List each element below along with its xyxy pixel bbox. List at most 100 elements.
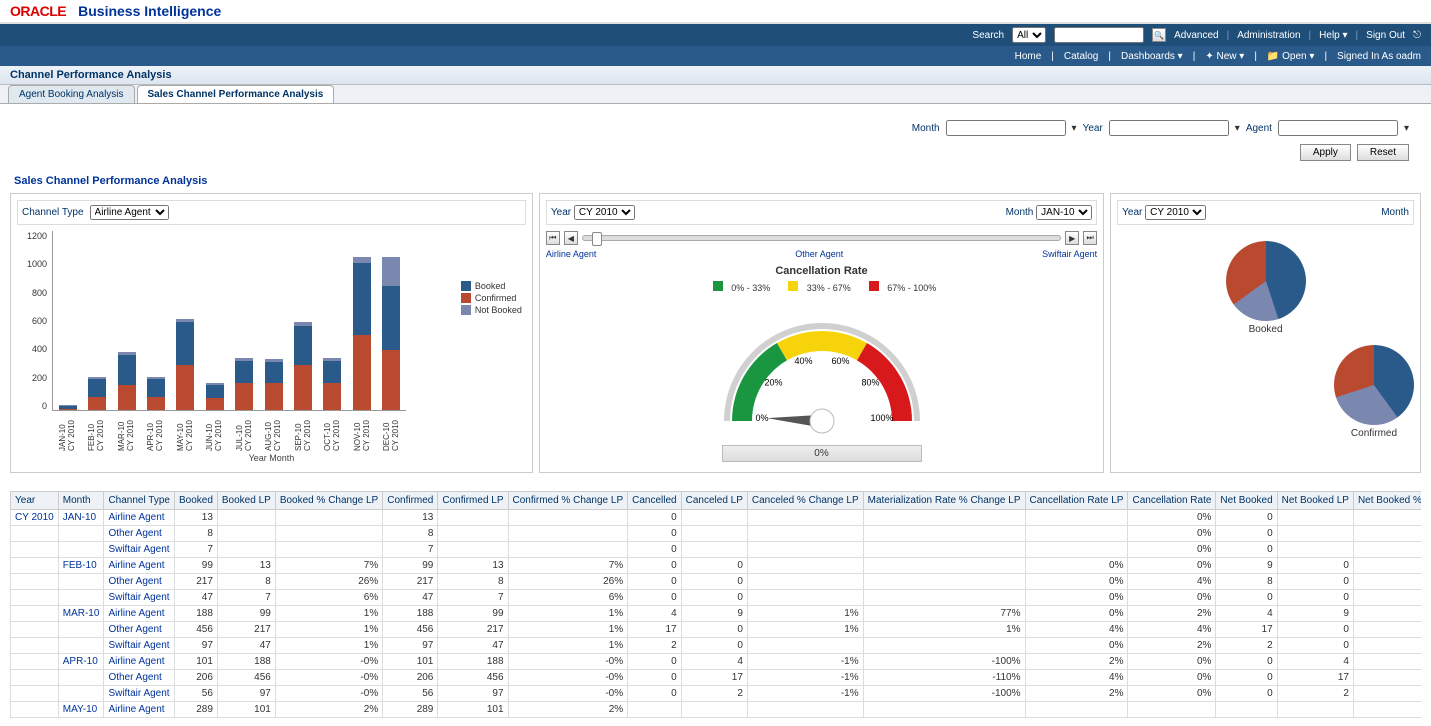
bar xyxy=(88,377,106,410)
agent-slider[interactable]: ⏮ ◀ ▶ ⏭ xyxy=(546,231,1097,245)
new-icon: ✦ xyxy=(1205,51,1213,62)
dropdown-icon[interactable]: ▾ xyxy=(1235,123,1240,134)
svg-text:40%: 40% xyxy=(794,356,812,366)
pie-year-select[interactable]: CY 2010 xyxy=(1145,205,1206,220)
column-header[interactable]: Net Booked xyxy=(1216,492,1277,510)
gauge-year-select[interactable]: CY 2010 xyxy=(574,205,635,220)
column-header[interactable]: Cancelled xyxy=(628,492,681,510)
column-header[interactable]: Channel Type xyxy=(104,492,175,510)
column-header[interactable]: Net Booked % Change Lp xyxy=(1353,492,1421,510)
table-row: Other Agent8800%0 xyxy=(11,526,1422,542)
x-axis-title: Year Month xyxy=(17,453,526,463)
table-row: Swiftair Agent4776%4776%000%0%00 xyxy=(11,590,1422,606)
prompt-bar: Month ▾ Year ▾ Agent ▾ xyxy=(10,112,1421,144)
pie-label: Booked xyxy=(1226,324,1306,335)
pie-panel: Year CY 2010 Month BookedConfirmed xyxy=(1110,193,1421,473)
slider-track[interactable] xyxy=(582,235,1061,241)
gauge-title: Cancellation Rate xyxy=(546,265,1097,277)
month-input[interactable] xyxy=(946,120,1066,136)
advanced-link[interactable]: Advanced xyxy=(1174,30,1218,41)
dropdown-icon[interactable]: ▾ xyxy=(1404,123,1409,134)
signout-icon[interactable]: ⎋ xyxy=(1413,30,1421,41)
svg-text:0%: 0% xyxy=(755,413,768,423)
slider-first-icon[interactable]: ⏮ xyxy=(546,231,560,245)
signed-in-as: Signed In As oadm xyxy=(1337,51,1421,62)
nav-catalog[interactable]: Catalog xyxy=(1064,51,1098,62)
slider-tick-label[interactable]: Other Agent xyxy=(795,249,843,259)
table-row: Swiftair Agent7700%0 xyxy=(11,542,1422,558)
dropdown-icon[interactable]: ▾ xyxy=(1072,123,1077,134)
signout-link[interactable]: Sign Out xyxy=(1366,30,1405,41)
column-header[interactable]: Confirmed xyxy=(383,492,438,510)
global-nav: Home| Catalog| Dashboards ▾| ✦ New ▾| 📁 … xyxy=(0,46,1431,66)
agent-label: Agent xyxy=(1246,123,1272,134)
table-row: Swiftair Agent97471%97471%200%2%20 xyxy=(11,638,1422,654)
table-row: MAY-10Airline Agent2891012%2891012% xyxy=(11,702,1422,718)
svg-text:20%: 20% xyxy=(764,378,782,388)
gauge-month-select[interactable]: JAN-10 xyxy=(1036,205,1092,220)
year-label: Year xyxy=(551,207,571,218)
table-row: MAR-10Airline Agent188991%188991%491%77%… xyxy=(11,606,1422,622)
nav-new[interactable]: ✦ New ▾ xyxy=(1205,51,1244,62)
bar xyxy=(265,359,283,410)
product-title: Business Intelligence xyxy=(78,3,221,19)
page-title: Channel Performance Analysis xyxy=(0,66,1431,85)
column-header[interactable]: Booked LP xyxy=(217,492,275,510)
search-scope-select[interactable]: All xyxy=(1012,27,1046,43)
channel-type-select[interactable]: Airline Agent xyxy=(90,205,169,220)
column-header[interactable]: Canceled % Change LP xyxy=(747,492,863,510)
column-header[interactable]: Year xyxy=(11,492,59,510)
gauge-panel: Year CY 2010 Month JAN-10 ⏮ ◀ ▶ ⏭ Airlin… xyxy=(539,193,1104,473)
column-header[interactable]: Confirmed LP xyxy=(438,492,508,510)
column-header[interactable]: Month xyxy=(58,492,104,510)
year-input[interactable] xyxy=(1109,120,1229,136)
year-label: Year xyxy=(1122,207,1142,218)
bar xyxy=(353,257,371,410)
performance-table: YearMonthChannel TypeBookedBooked LPBook… xyxy=(10,491,1421,718)
nav-open[interactable]: 📁 Open ▾ xyxy=(1267,51,1315,62)
column-header[interactable]: Cancellation Rate LP xyxy=(1025,492,1128,510)
bar xyxy=(118,352,136,410)
gauge-legend: 0% - 33% 33% - 67% 67% - 100% xyxy=(546,281,1097,293)
folder-icon: 📁 xyxy=(1267,51,1279,62)
dashboard-tab[interactable]: Sales Channel Performance Analysis xyxy=(137,85,335,103)
month-label: Month xyxy=(912,123,940,134)
column-header[interactable]: Confirmed % Change LP xyxy=(508,492,628,510)
section-title: Sales Channel Performance Analysis xyxy=(10,169,1421,193)
nav-dashboards[interactable]: Dashboards ▾ xyxy=(1121,51,1183,62)
bar xyxy=(382,257,400,410)
pie-chart xyxy=(1226,241,1306,321)
data-table-wrap: YearMonthChannel TypeBookedBooked LPBook… xyxy=(10,491,1421,718)
table-row: Swiftair Agent5697-0%5697-0%02-1%-100%2%… xyxy=(11,686,1422,702)
slider-tick-label[interactable]: Airline Agent xyxy=(546,249,597,259)
column-header[interactable]: Booked % Change LP xyxy=(275,492,382,510)
column-header[interactable]: Canceled LP xyxy=(681,492,747,510)
administration-link[interactable]: Administration xyxy=(1237,30,1300,41)
search-input[interactable] xyxy=(1054,27,1144,43)
column-header[interactable]: Net Booked LP xyxy=(1277,492,1353,510)
bar xyxy=(294,322,312,410)
dashboard-tab[interactable]: Agent Booking Analysis xyxy=(8,85,135,103)
nav-home[interactable]: Home xyxy=(1015,51,1042,62)
pie-label: Confirmed xyxy=(1334,428,1414,439)
slider-thumb[interactable] xyxy=(592,232,602,246)
slider-prev-icon[interactable]: ◀ xyxy=(564,231,578,245)
cancellation-gauge: 0%20%40%60%80%100% xyxy=(712,301,932,441)
slider-next-icon[interactable]: ▶ xyxy=(1065,231,1079,245)
agent-input[interactable] xyxy=(1278,120,1398,136)
column-header[interactable]: Cancellation Rate xyxy=(1128,492,1216,510)
column-header[interactable]: Materialization Rate % Change LP xyxy=(863,492,1025,510)
slider-tick-label[interactable]: Swiftair Agent xyxy=(1042,249,1097,259)
global-toolbar: Search All 🔍 Advanced | Administration |… xyxy=(0,24,1431,46)
bar xyxy=(206,383,224,410)
table-row: Other Agent206456-0%206456-0%017-1%-110%… xyxy=(11,670,1422,686)
apply-button[interactable]: Apply xyxy=(1300,144,1351,161)
reset-button[interactable]: Reset xyxy=(1357,144,1409,161)
slider-last-icon[interactable]: ⏭ xyxy=(1083,231,1097,245)
svg-text:100%: 100% xyxy=(870,413,893,423)
bar xyxy=(235,358,253,410)
month-label: Month xyxy=(1006,207,1034,218)
help-link[interactable]: Help ▾ xyxy=(1319,30,1347,41)
column-header[interactable]: Booked xyxy=(174,492,217,510)
search-icon[interactable]: 🔍 xyxy=(1152,28,1166,42)
